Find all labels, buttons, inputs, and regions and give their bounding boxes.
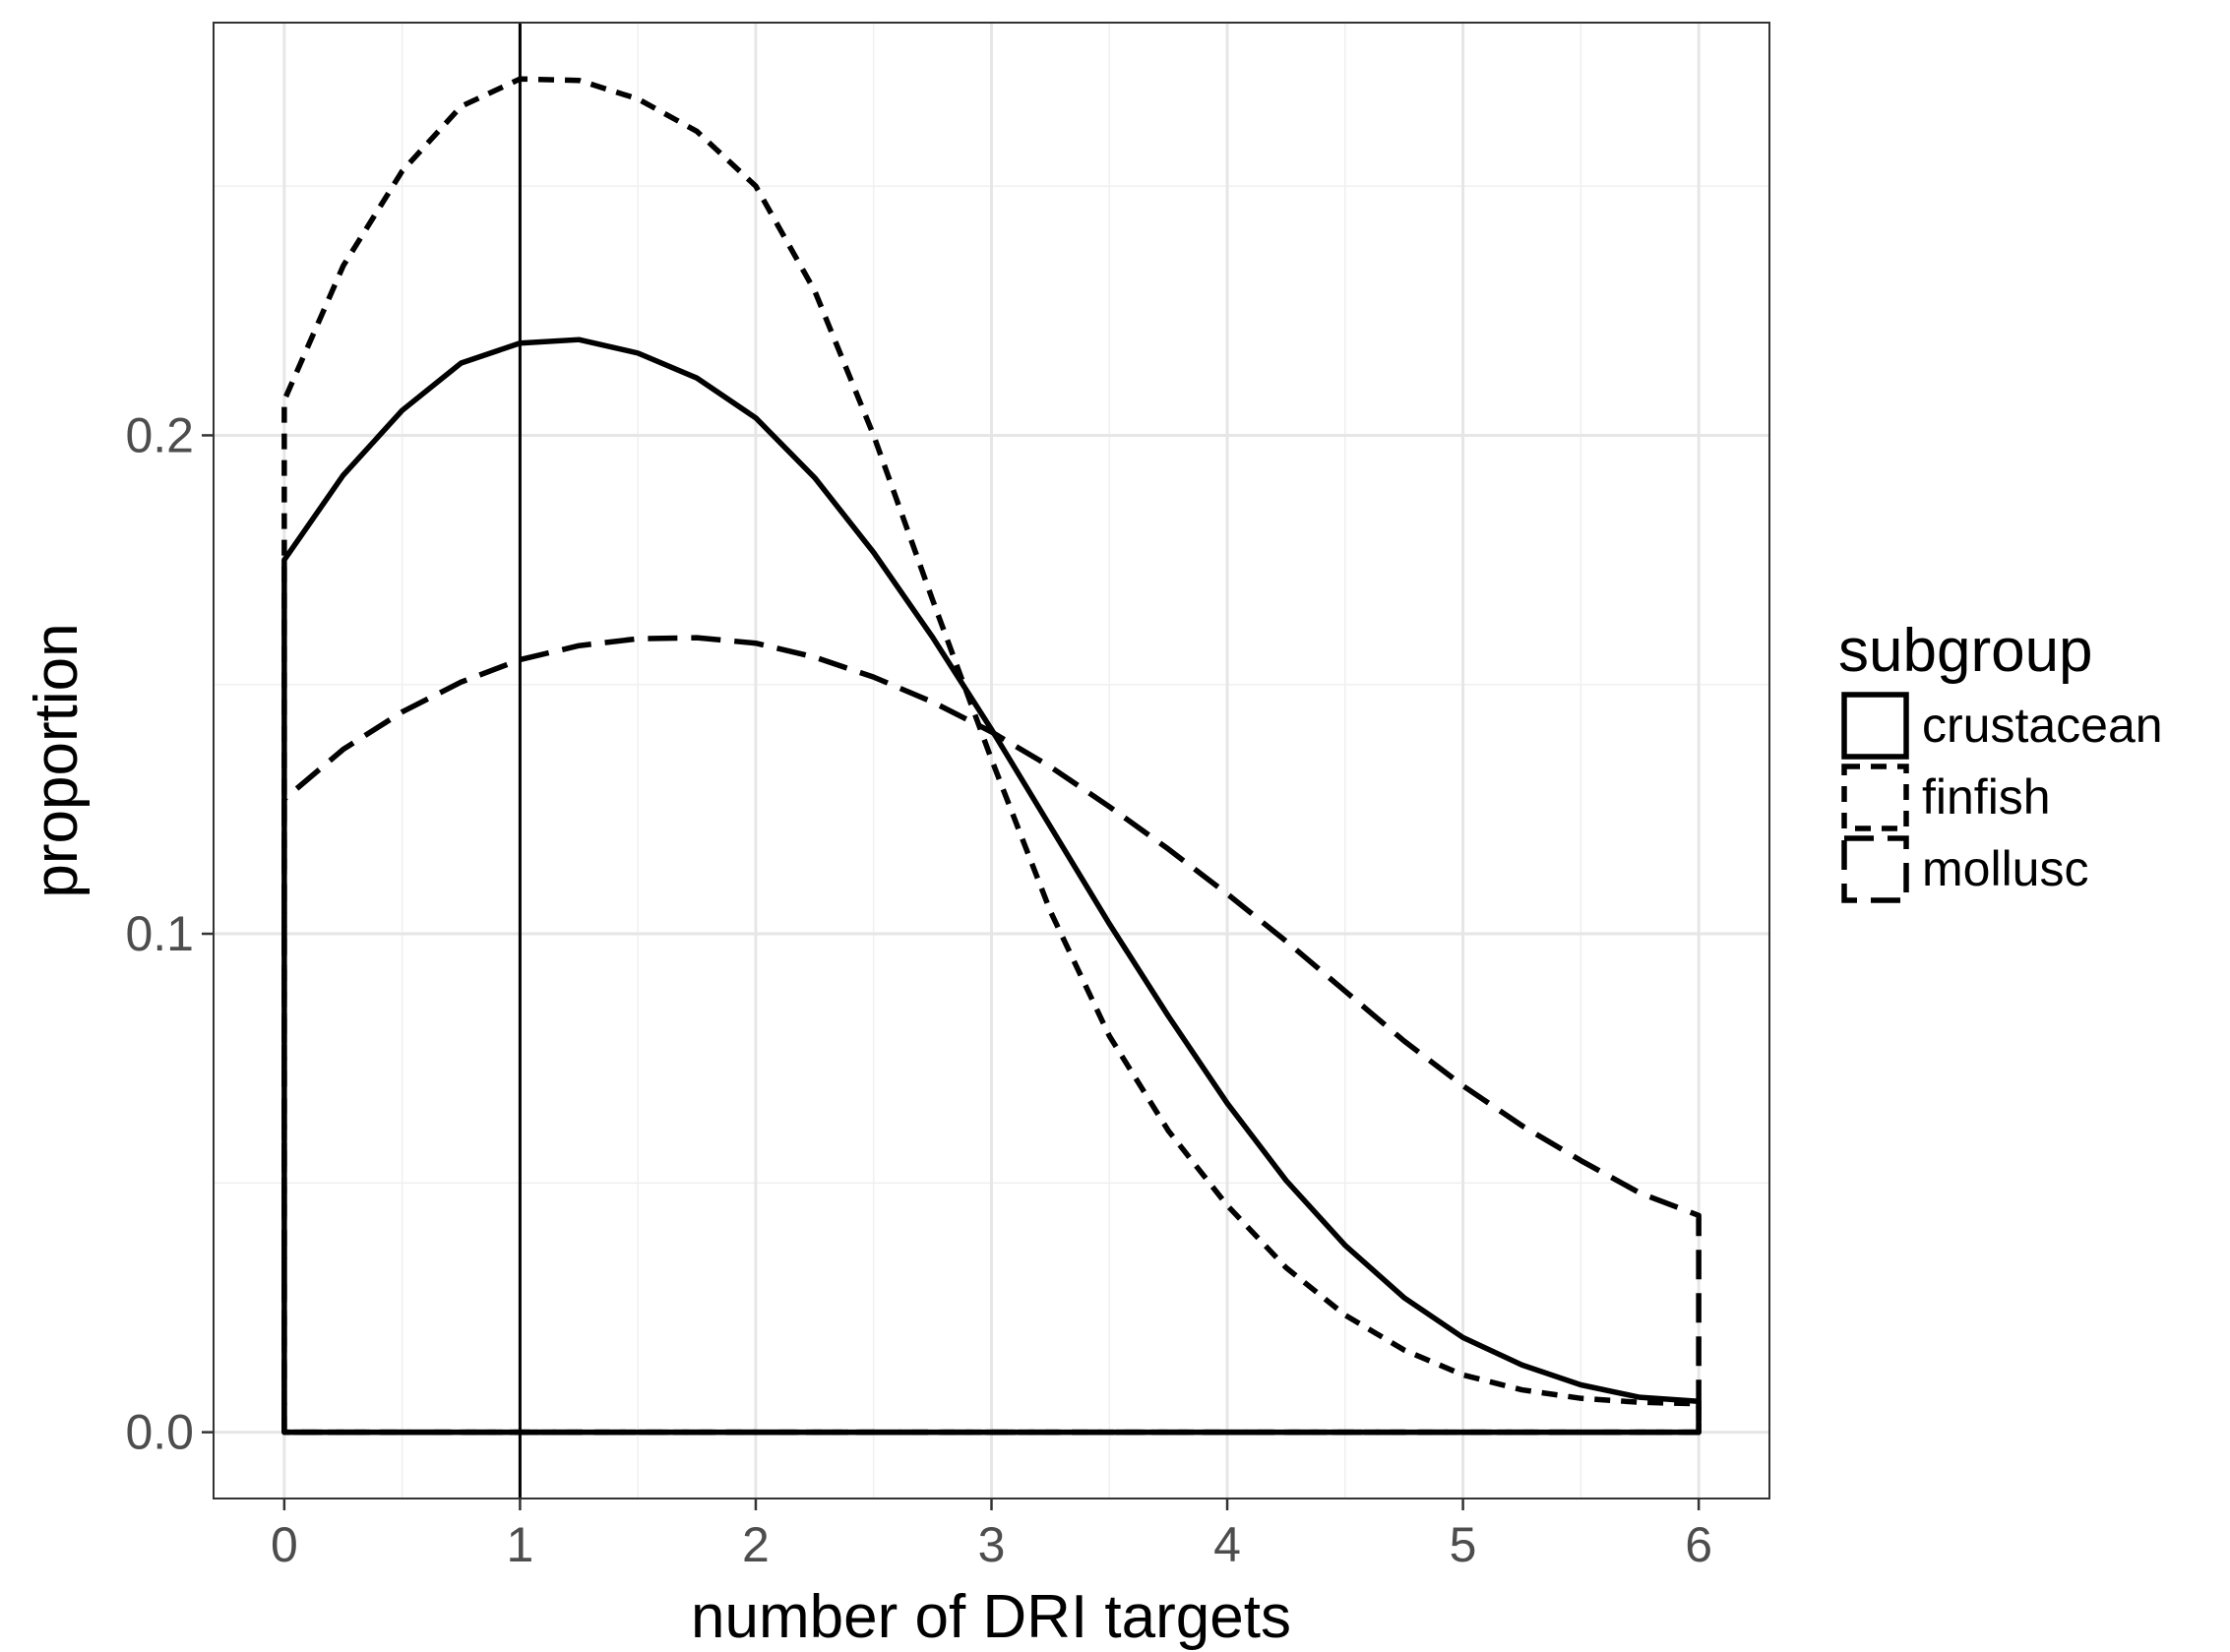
x-tick-label: 0 xyxy=(271,1517,298,1572)
legend-key-finfish xyxy=(1841,764,1909,831)
series-mollusc-line xyxy=(281,635,1702,1436)
x-tick-label: 6 xyxy=(1685,1517,1712,1572)
y-tick-label: 0.0 xyxy=(125,1405,194,1460)
x-axis-title: number of DRI targets xyxy=(691,1583,1291,1651)
legend-key-crustacean xyxy=(1841,692,1909,760)
x-tick-label: 3 xyxy=(978,1517,1006,1572)
legend-label-finfish: finfish xyxy=(1922,769,2051,825)
series-finfish-line xyxy=(281,76,1702,1436)
legend: subgroup crustacean finfish mollusc xyxy=(1838,617,2163,903)
axes: 0 1 2 3 4 5 6 0.0 0.1 0.2 xyxy=(125,407,1712,1572)
y-tick-label: 0.2 xyxy=(125,407,194,462)
series-crustacean-line xyxy=(281,337,1702,1436)
legend-keys: crustacean finfish mollusc xyxy=(1841,692,2163,903)
legend-title: subgroup xyxy=(1838,617,2093,685)
x-tick-label: 1 xyxy=(507,1517,534,1572)
legend-key-mollusc xyxy=(1841,835,1909,903)
series-group xyxy=(281,76,1702,1436)
x-tick-label: 5 xyxy=(1450,1517,1477,1572)
x-tick-label: 4 xyxy=(1213,1517,1241,1572)
y-tick-label: 0.1 xyxy=(125,906,194,961)
x-tick-label: 2 xyxy=(742,1517,770,1572)
legend-label-mollusc: mollusc xyxy=(1922,841,2088,896)
legend-label-crustacean: crustacean xyxy=(1922,698,2163,753)
y-axis-title: proportion xyxy=(23,623,91,897)
